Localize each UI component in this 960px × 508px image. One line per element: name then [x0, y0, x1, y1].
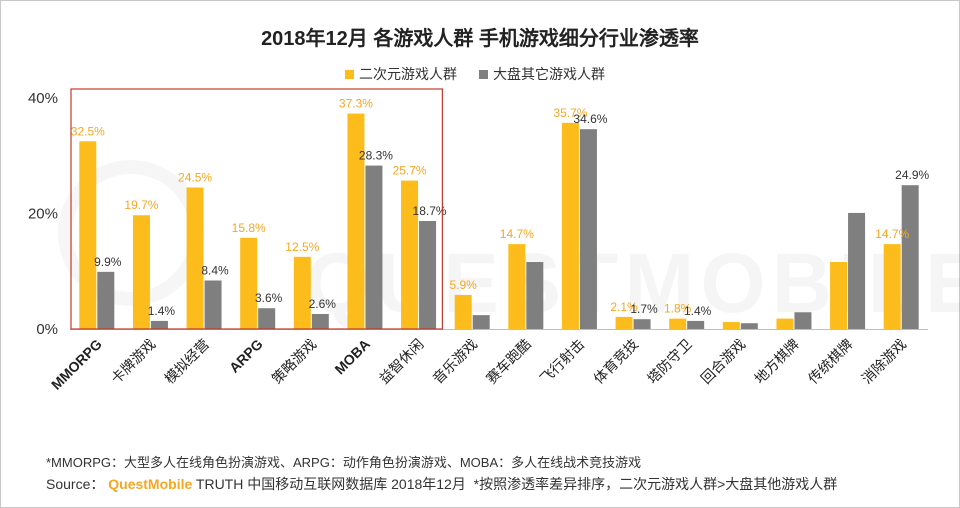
- x-tick-label: 音乐游戏: [429, 336, 480, 387]
- footnote: *MMORPG：大型多人在线角色扮演游戏、ARPG：动作角色扮演游戏、MOBA：…: [46, 455, 642, 470]
- x-tick-label: 益智休闲: [376, 336, 427, 387]
- x-tick-label: MOBA: [331, 336, 373, 378]
- x-tick-label: 传统棋牌: [805, 336, 856, 387]
- source-brand: QuestMobile: [108, 476, 193, 492]
- data-label-series0: 32.5%: [71, 124, 105, 138]
- legend-label-series0: 二次元游戏人群: [359, 66, 457, 82]
- bar-series0: [561, 122, 579, 330]
- bar-series0: [401, 180, 419, 329]
- bar-series0: [79, 141, 97, 329]
- bar-series1: [311, 313, 329, 329]
- bar-series0: [132, 215, 150, 329]
- x-tick-label: 消除游戏: [858, 336, 909, 387]
- x-tick-label: MMORPG: [48, 336, 105, 393]
- bar-series0: [240, 237, 258, 329]
- legend-item-series1: 大盘其它游戏人群: [479, 64, 605, 84]
- data-label-series1: 2.6%: [309, 297, 337, 311]
- x-tick-label: 地方棋牌: [751, 336, 802, 387]
- data-label-series0: 14.7%: [500, 227, 534, 241]
- data-label-series0: 2.1%: [610, 300, 638, 314]
- legend-swatch-series1: [479, 69, 488, 79]
- data-label-series0: 5.9%: [450, 278, 478, 292]
- data-label-series0: 14.7%: [875, 227, 909, 241]
- bar-series1: [419, 221, 437, 329]
- data-label-series0: 1.8%: [664, 302, 692, 316]
- bar-series1: [633, 319, 651, 329]
- data-label-series0: 37.3%: [339, 97, 373, 111]
- chart-title: 2018年12月 各游戏人群 手机游戏细分行业渗透率: [261, 28, 699, 50]
- x-tick-label: 赛车跑酷: [483, 336, 534, 387]
- source-rest: TRUTH 中国移动互联网数据库 2018年12月: [192, 476, 466, 492]
- legend-label-series1: 大盘其它游戏人群: [493, 66, 605, 82]
- bar-series1: [848, 212, 866, 329]
- data-label-series0: 19.7%: [124, 198, 158, 212]
- legend: 二次元游戏人群 大盘其它游戏人群: [345, 64, 605, 84]
- bar-series0: [186, 187, 204, 329]
- source-line: Source： QuestMobile TRUTH 中国移动互联网数据库 201…: [46, 474, 837, 494]
- bar-series1: [365, 165, 383, 329]
- bar-series1: [204, 280, 222, 329]
- data-label-series1: 1.4%: [684, 304, 712, 318]
- x-tick-label: 回合游戏: [698, 336, 749, 387]
- x-tick-label: 策略游戏: [269, 336, 320, 387]
- bar-series1: [579, 129, 597, 329]
- data-label-series1: 8.4%: [201, 263, 229, 277]
- bar-series0: [347, 113, 365, 329]
- data-label-series0: 12.5%: [285, 240, 319, 254]
- x-tick-label: 卡牌游戏: [108, 336, 159, 387]
- x-tick-label: 模拟经营: [161, 336, 212, 387]
- data-label-series1: 1.7%: [630, 302, 658, 316]
- bar-series1: [97, 271, 115, 329]
- data-label-series1: 34.6%: [573, 112, 607, 126]
- bar-series1: [740, 323, 758, 329]
- y-tick-label: 20%: [28, 206, 58, 223]
- legend-swatch-series0: [345, 69, 354, 79]
- data-label-series1: 9.9%: [94, 255, 122, 269]
- x-tick-label: 塔防守卫: [644, 336, 695, 387]
- data-label-series0: 24.5%: [178, 171, 212, 185]
- data-label-series0: 35.7%: [553, 106, 587, 120]
- bar-series0: [508, 244, 526, 329]
- bar-series1: [258, 308, 276, 329]
- bar-series1: [687, 320, 705, 329]
- data-label-series0: 15.8%: [232, 221, 266, 235]
- bar-series1: [526, 262, 544, 329]
- bar-series1: [794, 312, 812, 329]
- legend-item-series0: 二次元游戏人群: [345, 64, 457, 84]
- data-label-series0: 25.7%: [393, 164, 427, 178]
- x-tick-label: ARPG: [226, 336, 266, 376]
- data-label-series1: 24.9%: [895, 168, 929, 182]
- y-tick-label: 40%: [28, 90, 58, 107]
- highlight-box: [70, 88, 443, 330]
- bar-series1: [472, 315, 490, 329]
- bar-series0: [722, 322, 740, 329]
- bar-series0: [776, 318, 794, 329]
- source-prefix: Source：: [46, 476, 105, 492]
- bar-series0: [615, 316, 633, 329]
- bar-series0: [454, 294, 472, 329]
- data-label-series1: 18.7%: [413, 204, 447, 218]
- bar-series0: [883, 244, 901, 329]
- x-tick-label: 体育竞技: [590, 336, 641, 387]
- bar-series0: [669, 318, 687, 329]
- source-note: *按照渗透率差异排序，二次元游戏人群>大盘其他游戏人群: [473, 476, 838, 492]
- bar-series0: [293, 256, 311, 329]
- data-label-series1: 28.3%: [359, 149, 393, 163]
- bar-series1: [150, 320, 168, 329]
- data-label-series1: 1.4%: [148, 304, 176, 318]
- bar-series1: [901, 185, 919, 329]
- y-tick-label: 0%: [36, 321, 58, 338]
- x-tick-label: 飞行射击: [537, 336, 588, 387]
- data-label-series1: 3.6%: [255, 291, 283, 305]
- bar-series0: [830, 262, 848, 329]
